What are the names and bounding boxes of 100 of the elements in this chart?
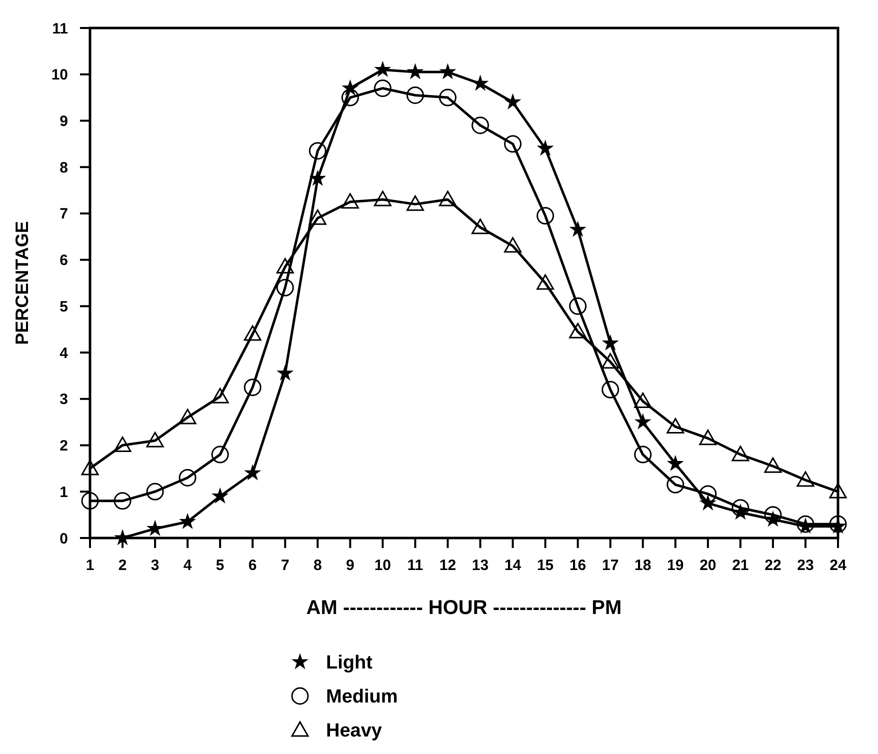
point	[178, 468, 196, 486]
point	[114, 436, 132, 452]
point	[829, 482, 847, 498]
x-tick-label: 19	[667, 557, 684, 574]
y-tick-label: 5	[60, 298, 68, 316]
point	[211, 446, 229, 464]
y-tick-label: 11	[52, 20, 68, 38]
x-tick-label: 7	[280, 557, 290, 574]
y-tick-label: 0	[60, 530, 68, 548]
x-tick-label: 8	[313, 557, 322, 574]
x-tick-label: 11	[407, 557, 424, 574]
point	[472, 116, 490, 134]
point	[569, 297, 587, 315]
point	[634, 392, 652, 408]
point	[764, 506, 782, 524]
point	[602, 353, 620, 369]
legend-label: Heavy	[326, 720, 382, 742]
point	[308, 142, 326, 160]
point	[569, 220, 586, 237]
point	[81, 460, 99, 476]
point	[796, 471, 814, 487]
point	[212, 487, 229, 504]
point	[438, 190, 456, 206]
y-tick-label: 2	[60, 438, 68, 455]
point	[244, 378, 262, 396]
point	[666, 418, 684, 434]
x-tick-label: 6	[248, 557, 257, 574]
point	[179, 512, 196, 530]
point	[114, 492, 132, 510]
point	[536, 207, 554, 225]
point	[244, 464, 262, 480]
x-tick-label: 5	[216, 557, 224, 574]
point	[406, 63, 424, 80]
x-tick-label: 17	[602, 557, 619, 574]
point	[341, 193, 359, 209]
point	[666, 454, 684, 472]
point	[374, 80, 392, 98]
x-tick-label: 13	[472, 557, 489, 574]
point	[472, 218, 490, 234]
point	[276, 364, 294, 381]
point	[146, 482, 164, 500]
point	[438, 88, 456, 106]
y-axis-title: PERCENTAGE	[12, 221, 32, 345]
point	[406, 86, 424, 104]
x-tick-label: 15	[536, 557, 554, 574]
y-tick-label: 9	[60, 112, 68, 130]
y-tick-label: 8	[60, 159, 68, 176]
x-tick-label: 16	[569, 557, 586, 574]
point	[406, 195, 424, 211]
point	[276, 278, 294, 296]
x-tick-label: 9	[346, 557, 354, 574]
point	[244, 325, 262, 341]
y-tick-label: 4	[60, 344, 69, 362]
point	[536, 140, 554, 156]
x-tick-label: 12	[439, 557, 456, 574]
point	[504, 93, 522, 110]
x-tick-label: 3	[150, 557, 160, 574]
point	[504, 237, 522, 253]
y-tick-label: 3	[60, 391, 68, 408]
y-tick-label: 7	[60, 206, 68, 223]
point	[309, 170, 326, 186]
point	[308, 209, 326, 225]
point	[666, 476, 684, 494]
x-tick-label: 14	[504, 557, 522, 574]
point	[439, 63, 456, 80]
x-tick-label: 22	[764, 557, 782, 574]
point	[341, 88, 359, 106]
point	[764, 457, 782, 473]
point	[81, 492, 99, 510]
point	[146, 520, 164, 536]
x-tick-label: 18	[634, 557, 652, 574]
point	[634, 446, 652, 464]
y-tick-label: 6	[60, 252, 68, 270]
legend-label: Medium	[326, 686, 398, 708]
x-tick-label: 4	[183, 557, 192, 574]
x-tick-label: 21	[732, 557, 749, 574]
point	[374, 190, 392, 206]
x-tick-label: 20	[700, 557, 716, 574]
point	[146, 432, 164, 448]
point	[732, 499, 750, 517]
x-tick-label: 10	[374, 557, 392, 574]
point	[374, 60, 392, 77]
point	[276, 258, 294, 274]
point	[536, 274, 554, 290]
point	[634, 413, 652, 430]
y-tick-label: 1	[60, 484, 68, 501]
x-tick-label: 24	[830, 557, 847, 574]
x-tick-label: 23	[797, 557, 814, 574]
point	[178, 408, 196, 424]
y-tick-label: 10	[51, 66, 68, 84]
legend-label: Light	[326, 652, 374, 674]
point	[211, 388, 229, 404]
point	[569, 322, 587, 338]
point	[602, 380, 620, 398]
point	[504, 135, 522, 153]
x-axis-title: AM ------------ HOUR -------------- PM	[306, 597, 622, 619]
point	[732, 446, 750, 462]
x-tick-label: 1	[86, 557, 94, 574]
x-tick-label: 2	[118, 557, 127, 574]
point	[602, 334, 619, 351]
